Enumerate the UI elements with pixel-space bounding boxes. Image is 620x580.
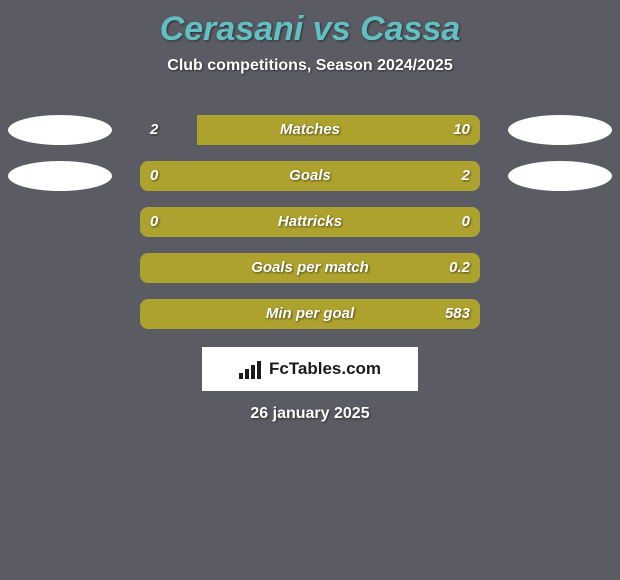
stat-row: 210Matches <box>0 115 620 145</box>
player-badge-left <box>8 115 112 145</box>
stat-label: Goals <box>140 161 480 191</box>
stats-container: 210Matches 02Goals 00Hattricks 0.2Goals per… <box>0 115 620 329</box>
stat-row: 00Hattricks <box>0 207 620 237</box>
comparison-infographic: Cerasani vs Cassa Club competitions, Sea… <box>0 0 620 580</box>
stat-row: 583Min per goal <box>0 299 620 329</box>
stat-label: Matches <box>140 115 480 145</box>
stat-label: Goals per match <box>140 253 480 283</box>
stat-label: Min per goal <box>140 299 480 329</box>
player-badge-right <box>508 115 612 145</box>
brand-box: FcTables.com <box>202 347 418 391</box>
stat-label: Hattricks <box>140 207 480 237</box>
player-badge-right <box>508 161 612 191</box>
date-text: 26 january 2025 <box>0 405 620 423</box>
stat-row: 02Goals <box>0 161 620 191</box>
brand-text: FcTables.com <box>269 359 381 379</box>
bars-icon <box>239 359 265 379</box>
player-badge-left <box>8 161 112 191</box>
page-title: Cerasani vs Cassa <box>0 0 620 49</box>
page-subtitle: Club competitions, Season 2024/2025 <box>0 57 620 75</box>
stat-row: 0.2Goals per match <box>0 253 620 283</box>
